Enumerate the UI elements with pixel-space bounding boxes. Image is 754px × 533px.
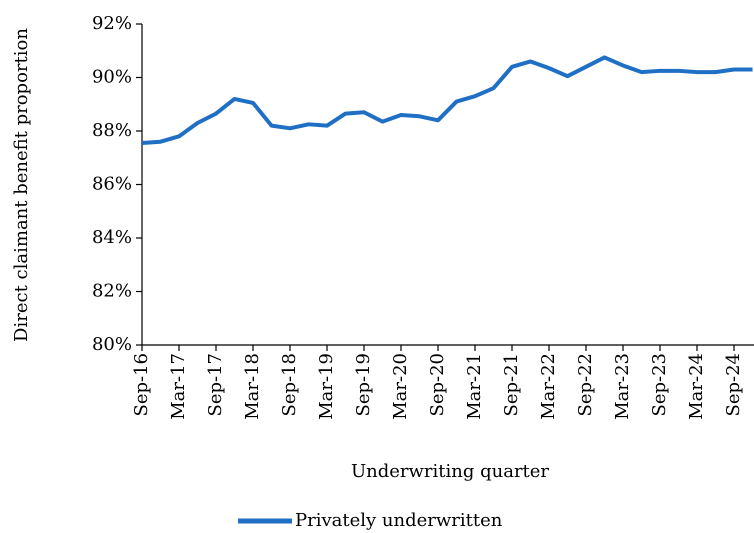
y-tick-label: 84% <box>92 227 132 248</box>
x-tick-label: Mar-18 <box>242 353 263 420</box>
x-axis-label: Underwriting quarter <box>351 461 549 482</box>
x-tick-label: Mar-19 <box>316 353 337 420</box>
x-tick-label: Sep-22 <box>575 353 596 417</box>
y-tick-label: 90% <box>92 67 132 88</box>
x-tick-label: Sep-18 <box>279 353 300 417</box>
x-tick-label: Sep-21 <box>501 353 522 417</box>
x-tick-label: Mar-24 <box>686 353 707 420</box>
x-tick-label: Sep-17 <box>205 353 226 417</box>
x-tick-label: Sep-24 <box>723 353 744 417</box>
x-tick-label: Mar-20 <box>390 353 411 420</box>
x-tick-label: Mar-21 <box>464 353 485 420</box>
y-tick-label: 88% <box>92 120 132 141</box>
x-tick-label: Mar-17 <box>168 353 189 420</box>
x-tick-label: Sep-20 <box>427 353 448 417</box>
x-tick-label: Sep-23 <box>649 353 670 417</box>
x-tick-label: Sep-16 <box>131 353 152 417</box>
y-axis-label: Direct claimant benefit proportion <box>11 28 32 342</box>
x-tick-label: Mar-23 <box>612 353 633 420</box>
y-tick-label: 80% <box>92 334 132 355</box>
y-tick-label: 92% <box>92 13 132 34</box>
line-series <box>141 55 753 146</box>
y-tick-label: 82% <box>92 281 132 302</box>
legend-label: Privately underwritten <box>295 510 503 531</box>
x-tick-label: Mar-22 <box>538 353 559 420</box>
y-tick-label: 86% <box>92 174 132 195</box>
x-tick-label: Sep-19 <box>353 353 374 417</box>
